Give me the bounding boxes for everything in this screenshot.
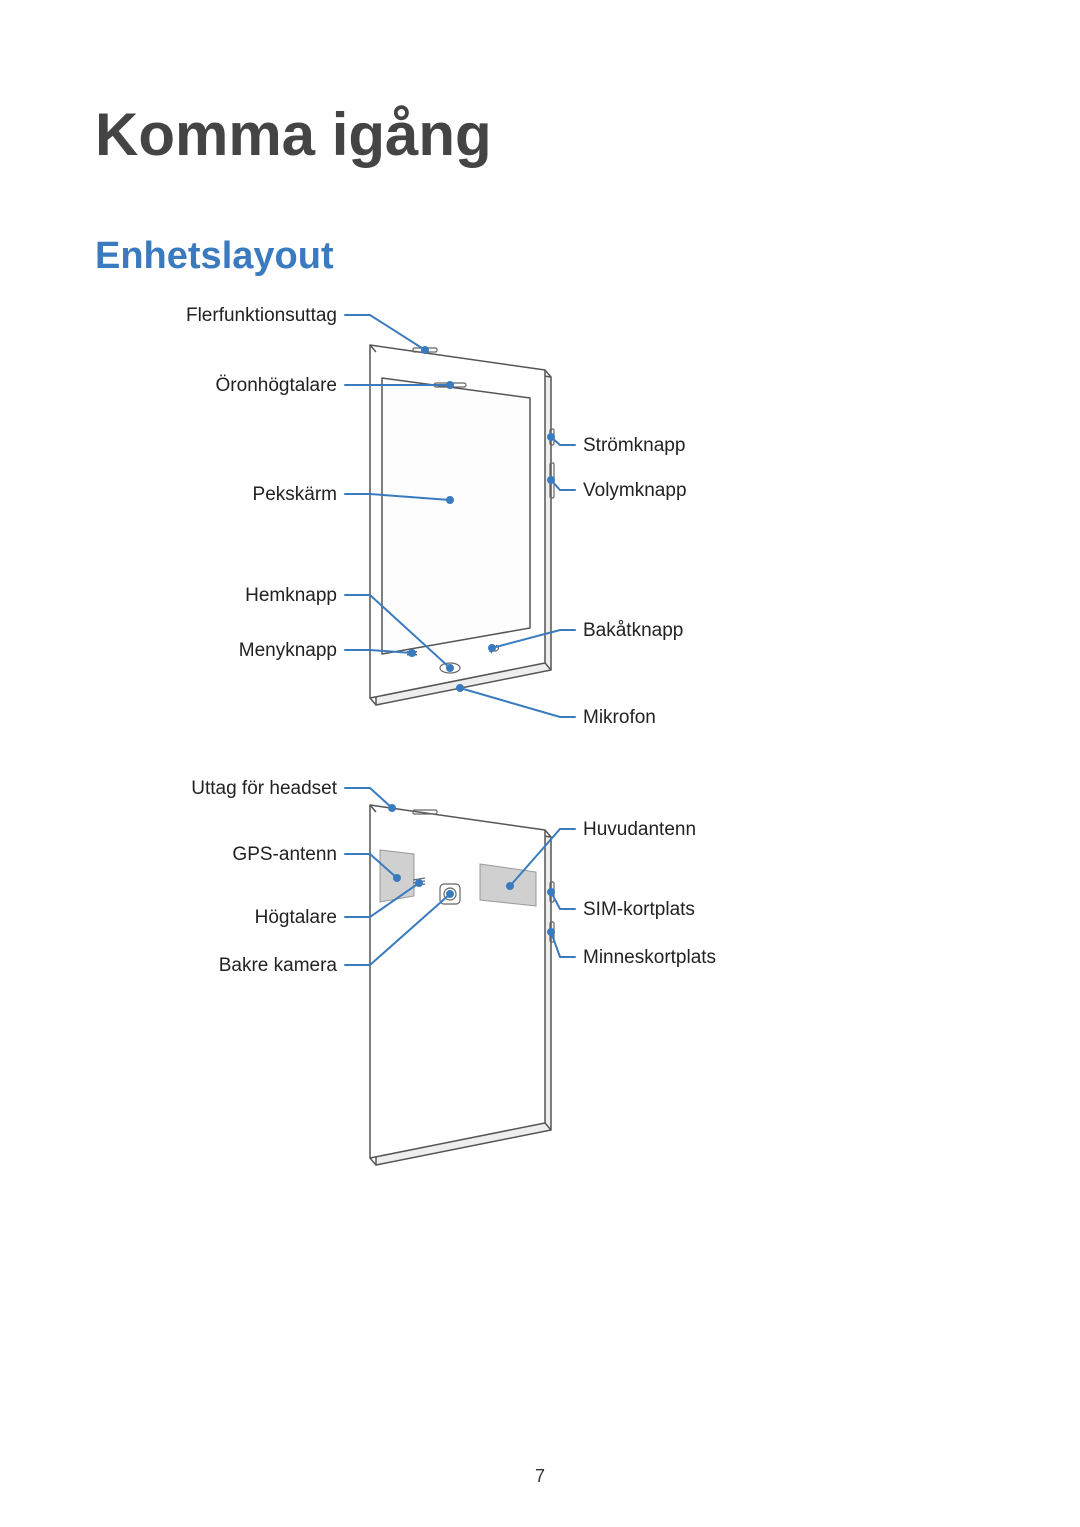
label-hogtalare: Högtalare <box>255 907 337 929</box>
label-volymknapp: Volymknapp <box>583 480 687 502</box>
label-bakre-kamera: Bakre kamera <box>219 955 337 977</box>
label-hemknapp: Hemknapp <box>245 585 337 607</box>
label-huvudantenn: Huvudantenn <box>583 819 696 841</box>
label-uttag-headset: Uttag för headset <box>191 778 337 800</box>
label-pekskarm: Pekskärm <box>253 484 337 506</box>
label-minneskortplats: Minneskortplats <box>583 947 716 969</box>
page-number: 7 <box>0 1466 1080 1487</box>
label-bakatknapp: Bakåtknapp <box>583 620 683 642</box>
label-flerfunktionsuttag: Flerfunktionsuttag <box>186 305 337 327</box>
label-sim-kortplats: SIM-kortplats <box>583 899 695 921</box>
label-mikrofon: Mikrofon <box>583 707 656 729</box>
label-stromknapp: Strömknapp <box>583 435 685 457</box>
label-oronhogtalare: Öronhögtalare <box>216 375 337 397</box>
label-menyknapp: Menyknapp <box>239 640 337 662</box>
manual-page: Komma igång Enhetslayout Flerfunktionsut… <box>0 0 1080 1527</box>
device-diagram <box>0 0 1080 1527</box>
label-gps-antenn: GPS-antenn <box>232 844 337 866</box>
